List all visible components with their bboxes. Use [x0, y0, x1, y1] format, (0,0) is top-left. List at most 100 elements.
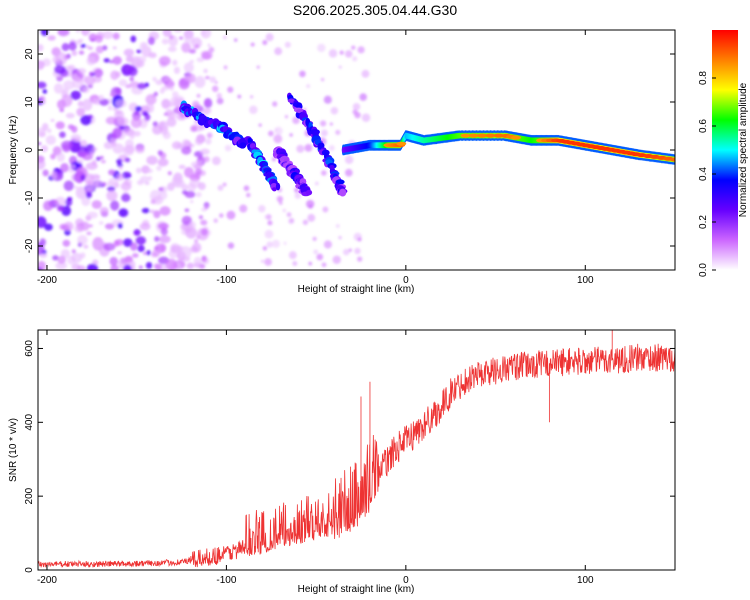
spectrogram-cell [90, 151, 95, 157]
spectrogram-cell [43, 200, 53, 212]
spectrogram-cell [75, 218, 84, 227]
spectrogram-cell [62, 87, 69, 95]
spectrogram-cell [265, 33, 274, 42]
spectrogram-cell [72, 77, 84, 89]
spectrogram-cell [106, 190, 118, 202]
spectrogram-cell [139, 222, 151, 231]
spectrogram-cell [72, 73, 79, 79]
spectrogram-cell [152, 249, 161, 258]
spectrogram-cell [74, 224, 85, 233]
spectrogram-cell [99, 155, 104, 160]
spectrogram-cell [130, 35, 137, 43]
spectrogram-cell [56, 152, 65, 162]
spectrogram-cell [196, 235, 201, 240]
spectrogram-cell [246, 192, 251, 198]
spectrogram-cell [118, 208, 129, 218]
spectrogram-cell [181, 42, 192, 53]
spectrogram-cell [181, 145, 192, 155]
spectrogram-cell [70, 134, 82, 142]
spectrogram-cell [183, 62, 194, 73]
spectrogram-cell [189, 179, 201, 189]
spectrogram-cell [335, 224, 340, 228]
spectrogram-cell [130, 242, 138, 251]
spectrogram-cell [183, 76, 192, 82]
spectrogram-cell [80, 43, 86, 48]
spectrogram-cell [316, 253, 324, 261]
spectrogram-cell [289, 133, 293, 137]
spectrogram-cell [186, 262, 195, 269]
spectrogram-cell [85, 191, 92, 199]
spectrogram-cell [88, 71, 94, 77]
spectrogram-cell [169, 34, 174, 40]
spectrogram-cell [144, 181, 150, 185]
spectrogram-cell [193, 164, 203, 170]
spectrogram-cell [54, 65, 66, 75]
spectrogram-cell [132, 253, 139, 258]
spectrogram-cell [283, 241, 287, 245]
spectrogram-cell [351, 45, 356, 50]
colorbar-scale [712, 30, 738, 270]
snr-y-tick-label: 0 [24, 567, 35, 573]
spectrogram-cell [136, 180, 144, 186]
spectrogram-cell [73, 185, 78, 189]
spectrogram-cell [63, 80, 75, 90]
spectrogram-cell [38, 44, 44, 52]
spectrogram-cell [100, 159, 106, 164]
spectrogram-cell [192, 100, 200, 109]
spectrogram-x-axis: -200 -100 0 100 [37, 30, 594, 286]
spectrogram-cell [141, 45, 152, 58]
spectrogram-cell [262, 39, 268, 46]
spectrogram-cell [60, 163, 69, 173]
spectrogram-cell [60, 249, 71, 259]
spectrogram-cell [53, 199, 58, 204]
spectrogram-cell [42, 169, 49, 177]
spectrogram-cell [216, 92, 222, 99]
spectrogram-cell [158, 187, 164, 192]
spectrogram-cell [348, 248, 352, 252]
spectrogram-cell [250, 42, 255, 47]
spectrogram-cell [78, 50, 85, 55]
spectrogram-cell [59, 131, 66, 138]
spectrogram-cell [329, 122, 333, 126]
spectrogram-cell [146, 155, 158, 165]
spectrogram-cell [75, 186, 87, 200]
spectrogram-cell [91, 200, 102, 209]
spectrogram-cell [76, 107, 86, 117]
spectrogram-y-axis: -20 -10 0 10 20 [24, 48, 675, 253]
spectrogram-cell [208, 46, 215, 53]
spectrogram-cell [50, 153, 56, 160]
spectrogram-cell [275, 182, 281, 191]
spectrogram-cell [184, 191, 196, 199]
spectrogram-cell [145, 94, 157, 105]
spectrogram-cell [98, 94, 105, 101]
spectrogram-cell [195, 168, 202, 175]
spectrogram-cell [338, 235, 342, 240]
spectrogram-cell [272, 157, 276, 162]
spectrogram-cell [86, 231, 92, 236]
spectrogram-cell [196, 93, 201, 98]
spectrogram-cell [190, 124, 198, 132]
spectrogram-heatmap [38, 30, 675, 270]
spectrogram-cell [276, 195, 284, 203]
spectrogram-cell [129, 76, 134, 82]
spectrogram-cell [323, 95, 332, 104]
spectrogram-cell [321, 170, 327, 176]
spectrogram-cell [38, 60, 45, 70]
spectrogram-cell [50, 170, 58, 180]
spectrogram-cell [103, 141, 114, 150]
spectrogram-cell [75, 30, 81, 33]
spectrogram-cell [194, 43, 200, 49]
spectrogram-cell [305, 199, 315, 209]
spectrogram-cell [123, 238, 133, 247]
spectrogram-cell [116, 158, 123, 165]
spectrogram-cell [88, 224, 93, 228]
spectrogram-cell [109, 93, 115, 97]
spectrogram-cell [149, 209, 155, 214]
snr-y-tick-label: 200 [24, 487, 35, 504]
spectrogram-cell [118, 165, 123, 171]
spectrogram-cell [194, 119, 199, 125]
spectrogram-cell [70, 90, 81, 100]
spectrogram-x-tick-label: 0 [403, 275, 409, 286]
spectrogram-cell [42, 89, 48, 94]
